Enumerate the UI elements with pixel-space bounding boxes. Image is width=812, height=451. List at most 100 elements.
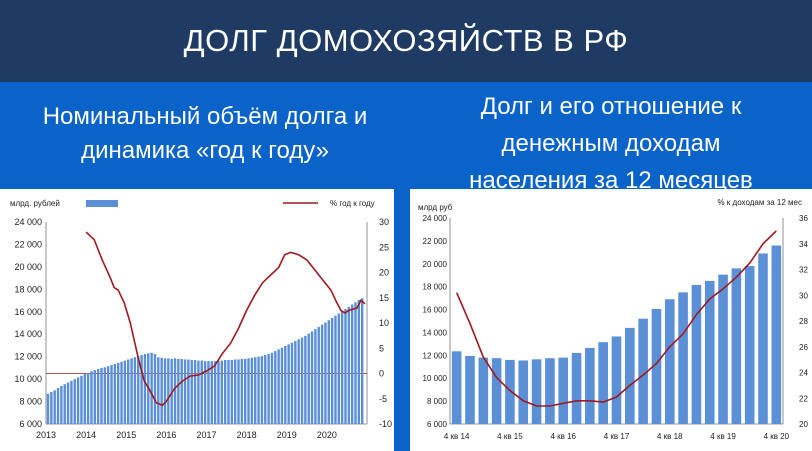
y-tick-label-right: 25 bbox=[379, 242, 389, 252]
y-tick-label-left: 6 000 bbox=[19, 419, 42, 429]
bar bbox=[223, 360, 227, 424]
bar bbox=[157, 357, 160, 424]
x-tick-label: 2013 bbox=[36, 430, 56, 440]
bar bbox=[170, 358, 173, 424]
bar bbox=[207, 361, 210, 424]
right-subtitle: Долг и его отношение к денежным доходам … bbox=[410, 88, 812, 199]
bar bbox=[200, 360, 203, 424]
ratio-line bbox=[455, 230, 777, 407]
bar bbox=[93, 370, 97, 424]
bar bbox=[704, 280, 715, 424]
bar bbox=[63, 384, 66, 424]
bar bbox=[106, 366, 110, 424]
legend-line-label: % год к году bbox=[330, 199, 375, 208]
bar bbox=[771, 245, 782, 424]
x-tick-label: 4 кв 16 bbox=[550, 432, 576, 441]
bar bbox=[287, 344, 290, 424]
x-tick-label: 2017 bbox=[196, 430, 216, 440]
bar bbox=[300, 337, 304, 424]
y-tick-label-left: 16 000 bbox=[423, 306, 448, 315]
page-title: ДОЛГ ДОМОХОЗЯЙСТВ В РФ bbox=[0, 0, 812, 82]
legend-bar-swatch bbox=[86, 200, 118, 207]
bar bbox=[116, 362, 120, 424]
bar bbox=[86, 372, 90, 424]
page-title-text: ДОЛГ ДОМОХОЗЯЙСТВ В РФ bbox=[183, 23, 629, 58]
bar bbox=[360, 298, 364, 424]
legend-bar-label: млрд. рублей bbox=[10, 199, 60, 208]
bar bbox=[130, 358, 133, 424]
bar bbox=[294, 340, 297, 424]
bar bbox=[76, 377, 80, 424]
bar bbox=[127, 359, 130, 424]
bar bbox=[585, 347, 595, 424]
y-tick-label-left: 8 000 bbox=[427, 397, 448, 406]
x-tick-label: 2020 bbox=[317, 430, 337, 440]
bar bbox=[465, 355, 475, 424]
bar bbox=[244, 358, 247, 424]
bar bbox=[277, 349, 280, 424]
left-subtitle-line-1: Номинальный объём долга и bbox=[42, 103, 368, 130]
bar bbox=[327, 320, 330, 424]
bar bbox=[46, 393, 50, 424]
bar bbox=[123, 360, 127, 424]
legend-line-label: % к доходам за 12 мес bbox=[717, 198, 802, 207]
bar bbox=[177, 358, 180, 424]
bar bbox=[254, 357, 257, 424]
bar bbox=[70, 380, 73, 424]
bar bbox=[267, 353, 270, 424]
x-tick-label: 4 кв 18 bbox=[657, 432, 683, 441]
bar bbox=[96, 369, 100, 424]
debt-yoy-chart: 6 000 8 000 10 000 12 000 14 000 16 000 18 000… bbox=[10, 199, 392, 440]
bar bbox=[280, 347, 284, 424]
bar bbox=[347, 306, 351, 424]
bar bbox=[56, 388, 60, 424]
y-tick-label-left: 10 000 bbox=[14, 374, 42, 384]
y-tick-label-left: 14 000 bbox=[14, 329, 42, 339]
bar bbox=[691, 284, 702, 424]
bar bbox=[187, 359, 190, 424]
y-tick-label-right: 24 bbox=[799, 369, 808, 378]
bar bbox=[193, 360, 197, 424]
bar bbox=[190, 360, 193, 424]
y-tick-label-right: 28 bbox=[799, 317, 808, 326]
bar bbox=[337, 313, 340, 424]
y-tick-label-right: 22 bbox=[799, 394, 808, 403]
bar bbox=[290, 342, 294, 424]
x-tick-label: 2015 bbox=[116, 430, 136, 440]
bar bbox=[545, 358, 555, 424]
bar bbox=[625, 327, 635, 424]
bar bbox=[297, 339, 300, 424]
x-tick-label: 2014 bbox=[76, 430, 96, 440]
x-tick-label: 4 кв 19 bbox=[710, 432, 736, 441]
left-subtitle-line-2: динамика «год к году» bbox=[81, 137, 329, 164]
bar bbox=[478, 357, 489, 424]
bar bbox=[638, 318, 648, 424]
bar bbox=[250, 357, 254, 424]
bar bbox=[357, 299, 361, 424]
bar bbox=[183, 359, 187, 424]
bar bbox=[558, 357, 569, 424]
y-tick-label-right: 34 bbox=[799, 240, 808, 249]
left-chart-panel: 6 000 8 000 10 000 12 000 14 000 16 000 18 000… bbox=[0, 189, 394, 451]
bar bbox=[220, 360, 224, 424]
y-tick-label-left: 16 000 bbox=[14, 307, 42, 317]
bar bbox=[150, 352, 153, 424]
y-tick-label-left: 18 000 bbox=[14, 284, 42, 294]
y-tick-label-left: 20 000 bbox=[14, 262, 42, 272]
y-tick-label-left: 20 000 bbox=[423, 260, 448, 269]
bar bbox=[203, 361, 207, 424]
bar bbox=[330, 317, 334, 424]
bar bbox=[344, 308, 347, 424]
bar bbox=[491, 358, 502, 424]
bar bbox=[334, 315, 337, 424]
bar bbox=[320, 324, 324, 424]
bar bbox=[518, 360, 529, 424]
debt-income-ratio-chart: 6 000 8 000 10 000 12 000 14 000 16 000 18 000… bbox=[418, 198, 808, 441]
bar bbox=[197, 360, 200, 424]
bar bbox=[83, 374, 86, 424]
right-chart-panel: 6 000 8 000 10 000 12 000 14 000 16 000 18 000… bbox=[410, 189, 812, 451]
bar bbox=[270, 352, 274, 424]
bar bbox=[90, 371, 93, 424]
y-tick-label-left: 22 000 bbox=[14, 239, 42, 249]
bar bbox=[50, 392, 53, 424]
